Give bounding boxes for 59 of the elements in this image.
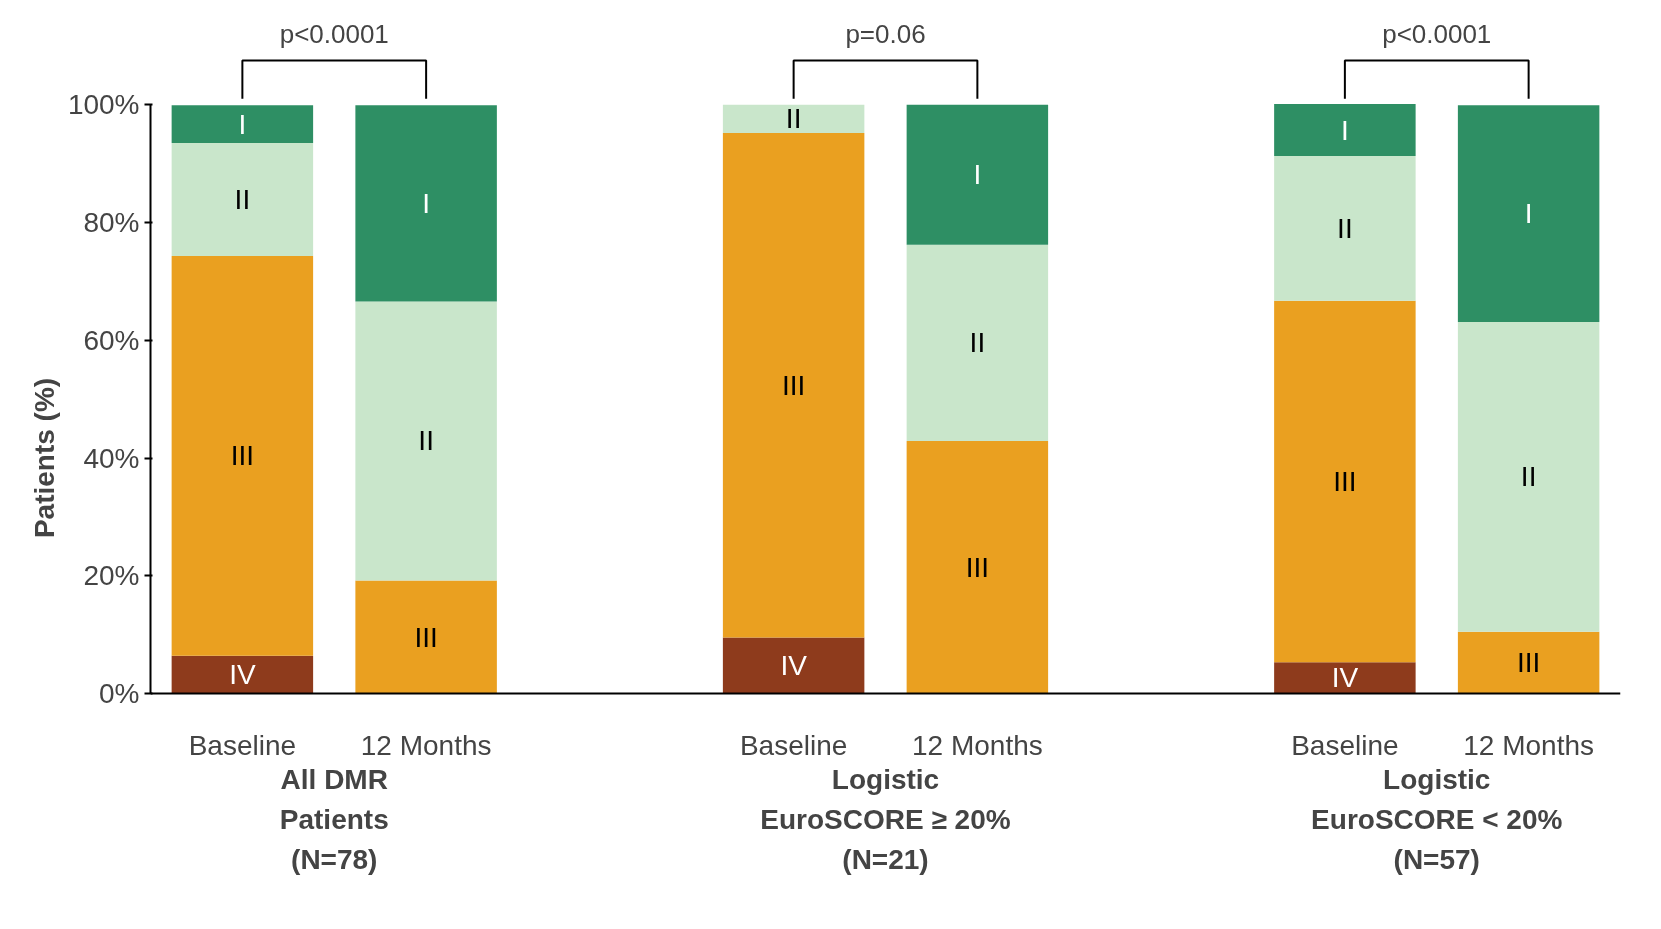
text: III: [230, 440, 255, 472]
text: All DMR Patients (N=78): [279, 764, 389, 876]
text: IV: [229, 659, 256, 691]
bar: [906, 104, 1049, 245]
bar: [722, 132, 865, 638]
y-tick-label: 20%: [83, 560, 140, 592]
series-label: IV: [1331, 662, 1359, 694]
x-tick-label: 12 Months: [912, 729, 1043, 761]
text: I: [1524, 198, 1533, 230]
y-tick-label: 100%: [67, 89, 140, 121]
text: I: [422, 187, 431, 219]
bar: [1274, 662, 1416, 694]
text: p=0.06: [845, 18, 926, 49]
bar: [171, 142, 314, 257]
text: IV: [780, 650, 807, 682]
series-label: I: [238, 108, 247, 140]
x-tick-label: Baseline: [188, 729, 297, 761]
text: II: [1337, 212, 1353, 244]
text: III: [1333, 466, 1357, 498]
bar: [171, 256, 314, 656]
text: p<0.0001: [279, 18, 389, 49]
text: III: [414, 621, 438, 653]
series-label: II: [785, 103, 802, 135]
x-tick-label: 12 Months: [1463, 729, 1594, 761]
series-label: III: [1516, 647, 1541, 679]
bar: [355, 105, 497, 302]
text: I: [1340, 114, 1349, 146]
x-tick-label: Baseline: [1291, 729, 1399, 761]
y-tick-label: 80%: [83, 206, 140, 238]
bar: [355, 580, 497, 694]
bar: [1274, 104, 1416, 156]
bar: [906, 440, 1049, 694]
x-tick-label: 12 Months: [360, 729, 492, 761]
bar: [171, 655, 314, 694]
bar: [171, 105, 314, 143]
y-axis-title: Patients (%): [28, 377, 60, 539]
bar: [1457, 321, 1600, 632]
bar: [355, 301, 497, 581]
bar: [722, 104, 865, 133]
bar: [1274, 300, 1416, 663]
text: Logistic EuroSCORE < 20% (N=57): [1311, 764, 1563, 876]
text: II: [1520, 461, 1537, 493]
text: p<0.0001: [1382, 18, 1492, 49]
text: II: [418, 425, 434, 457]
y-tick-label: 60%: [83, 324, 140, 356]
bar: [722, 637, 865, 694]
bar: [1457, 631, 1600, 694]
text: Logistic EuroSCORE ≥ 20% (N=21): [760, 764, 1011, 876]
text: II: [969, 327, 986, 359]
bar: [1457, 105, 1600, 322]
y-tick-label: 40%: [83, 442, 140, 474]
bar: [906, 244, 1049, 441]
text: III: [965, 551, 990, 583]
text: I: [973, 159, 982, 191]
text: III: [781, 369, 806, 401]
bar: [1274, 155, 1416, 301]
y-tick-label: 0%: [99, 678, 140, 710]
x-tick-label: Baseline: [739, 729, 848, 761]
text: II: [234, 184, 251, 216]
